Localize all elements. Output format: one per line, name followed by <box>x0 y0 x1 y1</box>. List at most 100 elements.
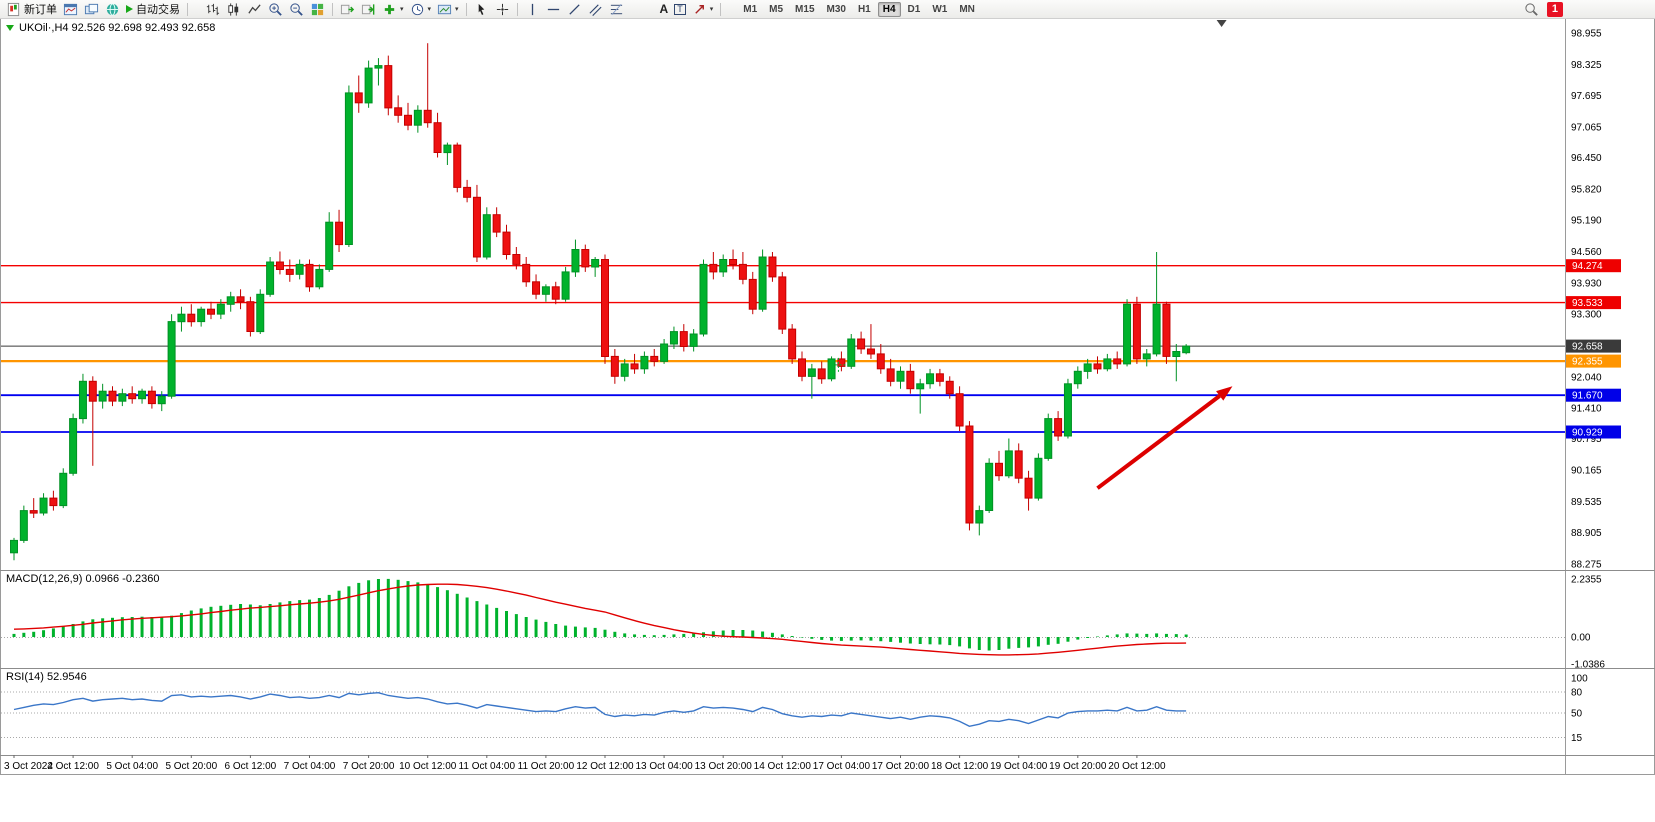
template-icon <box>437 4 452 14</box>
arrows-button[interactable]: ▾ <box>689 1 717 18</box>
separator <box>465 2 467 16</box>
chart-shift-icon <box>361 3 375 15</box>
main-toolbar: 新订单 自动交易 ▾ ▾ <box>0 0 1655 19</box>
add-indicator-icon <box>384 4 395 14</box>
svg-text:6 Oct 12:00: 6 Oct 12:00 <box>225 761 277 772</box>
candlestick-chart-button[interactable] <box>223 1 244 18</box>
search-button[interactable] <box>1521 1 1542 18</box>
periods-button[interactable]: ▾ <box>407 1 435 18</box>
svg-text:18 Oct 12:00: 18 Oct 12:00 <box>931 761 989 772</box>
timeframe-m15-button[interactable]: M15 <box>795 3 815 15</box>
profiles-button[interactable] <box>81 1 102 18</box>
svg-text:98.955: 98.955 <box>1571 29 1602 40</box>
chart-window-button[interactable] <box>60 1 81 18</box>
svg-text:90.929: 90.929 <box>1572 428 1603 439</box>
search-icon <box>1525 2 1538 16</box>
svg-text:97.065: 97.065 <box>1571 123 1602 134</box>
svg-text:14 Oct 12:00: 14 Oct 12:00 <box>754 761 812 772</box>
auto-trading-label: 自动交易 <box>136 4 180 16</box>
svg-text:10 Oct 12:00: 10 Oct 12:00 <box>399 761 457 772</box>
chart-canvas[interactable]: 98.955 98.325 97.695 97.065 96.450 95.820 95.1… <box>0 18 1655 822</box>
clock-icon <box>411 3 423 15</box>
chart-window: 98.955 98.325 97.695 97.065 96.450 95.820 95.1… <box>0 18 1655 822</box>
timeframe-m1-button[interactable]: M1 <box>743 3 758 15</box>
svg-text:89.535: 89.535 <box>1571 497 1602 508</box>
separator <box>187 2 188 16</box>
tile-windows-icon <box>311 3 324 15</box>
trendline-button[interactable] <box>564 1 585 18</box>
arrow-tool-icon <box>694 4 704 14</box>
timeframe-m5-button[interactable]: M5 <box>769 3 784 15</box>
vertical-line-button[interactable] <box>522 1 543 18</box>
svg-text:19 Oct 20:00: 19 Oct 20:00 <box>1049 761 1107 772</box>
svg-text:98.325: 98.325 <box>1571 60 1602 71</box>
svg-text:92.040: 92.040 <box>1571 372 1602 383</box>
svg-text:91.410: 91.410 <box>1571 404 1602 415</box>
zoom-out-button[interactable] <box>286 1 307 18</box>
svg-text:88.905: 88.905 <box>1571 528 1602 539</box>
zoom-out-icon <box>290 2 303 16</box>
cursor-icon <box>478 3 484 15</box>
dropdown-caret-icon: ▾ <box>400 5 404 13</box>
profiles-icon <box>84 3 99 14</box>
svg-text:7 Oct 04:00: 7 Oct 04:00 <box>284 761 336 772</box>
svg-text:93.930: 93.930 <box>1571 278 1602 289</box>
crosshair-icon <box>496 3 508 15</box>
tile-windows-button[interactable] <box>307 1 328 18</box>
svg-text:97.695: 97.695 <box>1571 91 1602 102</box>
auto-trading-button[interactable]: 自动交易 <box>123 1 183 18</box>
svg-text:11 Oct 04:00: 11 Oct 04:00 <box>459 761 516 772</box>
timeframe-mn-button[interactable]: MN <box>959 3 975 15</box>
text-label-icon: T <box>674 3 686 15</box>
svg-text:19 Oct 04:00: 19 Oct 04:00 <box>990 761 1048 772</box>
new-order-button[interactable]: 新订单 <box>3 1 60 18</box>
svg-text:13 Oct 04:00: 13 Oct 04:00 <box>635 761 693 772</box>
templates-button[interactable]: ▾ <box>434 1 462 18</box>
text-label-button[interactable]: T <box>671 1 689 18</box>
chart-shift-button[interactable] <box>358 1 379 18</box>
crosshair-button[interactable] <box>492 1 513 18</box>
timeframe-h1-button[interactable]: H1 <box>857 3 871 15</box>
svg-text:95.820: 95.820 <box>1571 184 1602 195</box>
new-order-icon <box>7 2 20 16</box>
svg-text:2.2355: 2.2355 <box>1571 574 1602 585</box>
svg-text:94.560: 94.560 <box>1571 247 1602 258</box>
text-tool-button[interactable]: A <box>657 1 672 18</box>
notification-badge[interactable]: 1 <box>1546 1 1563 17</box>
dropdown-caret-icon: ▾ <box>455 5 459 13</box>
candlestick-chart-icon <box>228 2 239 16</box>
auto-scroll-button[interactable] <box>337 1 358 18</box>
cursor-button[interactable] <box>471 1 492 18</box>
add-indicator-button[interactable]: ▾ <box>379 1 407 18</box>
fibonacci-button[interactable] <box>606 1 627 18</box>
horizontal-line-button[interactable] <box>543 1 564 18</box>
fibonacci-icon <box>610 3 622 15</box>
new-order-label: 新订单 <box>24 4 57 16</box>
separator <box>332 2 333 16</box>
rsi-label: RSI(14) 52.9546 <box>6 671 87 683</box>
channel-button[interactable] <box>585 1 606 18</box>
svg-text:91.670: 91.670 <box>1572 391 1603 402</box>
timeframe-w1-button[interactable]: W1 <box>932 3 948 15</box>
bar-chart-button[interactable] <box>202 1 223 18</box>
svg-text:4 Oct 12:00: 4 Oct 12:00 <box>47 761 99 772</box>
svg-text:3 Oct 2022: 3 Oct 2022 <box>4 761 53 772</box>
svg-text:92.658: 92.658 <box>1572 342 1603 353</box>
svg-text:17 Oct 20:00: 17 Oct 20:00 <box>872 761 930 772</box>
line-chart-button[interactable] <box>244 1 265 18</box>
text-tool-icon: A <box>659 2 669 16</box>
svg-text:12 Oct 12:00: 12 Oct 12:00 <box>576 761 634 772</box>
svg-text:11 Oct 20:00: 11 Oct 20:00 <box>518 761 575 772</box>
svg-text:13 Oct 20:00: 13 Oct 20:00 <box>695 761 753 772</box>
svg-text:5 Oct 04:00: 5 Oct 04:00 <box>106 761 158 772</box>
chart-title-text: UKOil·,H4 92.526 92.698 92.493 92.658 <box>19 22 216 34</box>
svg-text:94.274: 94.274 <box>1572 261 1603 272</box>
timeframe-d1-button[interactable]: D1 <box>907 3 921 15</box>
timeframe-h4-button[interactable]: H4 <box>877 1 901 17</box>
zoom-in-button[interactable] <box>265 1 286 18</box>
auto-scroll-icon <box>340 4 355 14</box>
vertical-line-icon <box>531 3 533 15</box>
macd-label: MACD(12,26,9) 0.0966 -0.2360 <box>6 573 160 585</box>
market-watch-button[interactable] <box>102 1 123 18</box>
timeframe-m30-button[interactable]: M30 <box>826 3 846 15</box>
